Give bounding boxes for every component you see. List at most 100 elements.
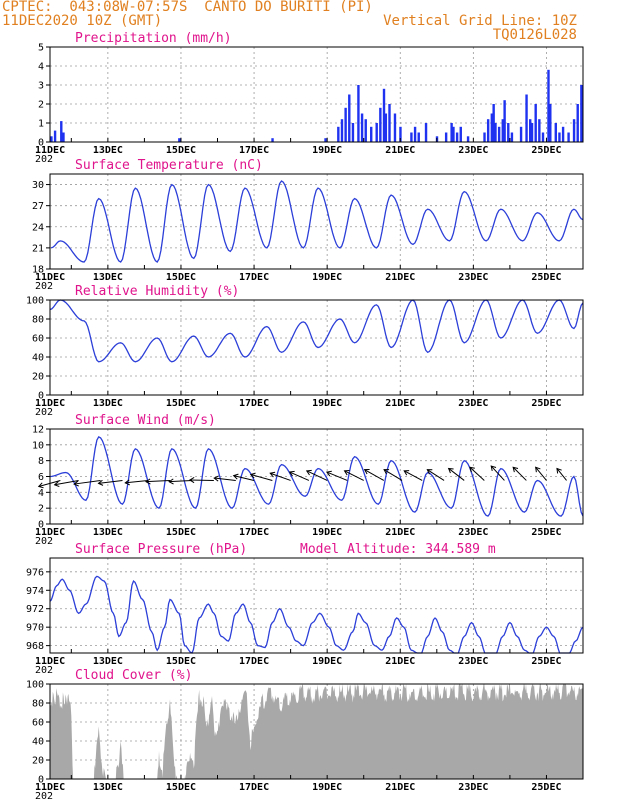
y-tick-label: 10 [32, 440, 44, 451]
precip-bar [379, 108, 381, 142]
panel-title-2: Relative Humidity (%) [75, 284, 239, 299]
x-tick-label: 25DEC [531, 782, 561, 793]
precip-bar [494, 123, 496, 142]
precip-bar [558, 133, 560, 143]
x-tick-label: 13DEC [93, 527, 123, 538]
wind-vector [169, 480, 192, 481]
wind-vector [449, 468, 465, 480]
x-year-label: 202 [35, 281, 53, 292]
x-year-label: 202 [35, 665, 53, 676]
x-tick-label: 17DEC [239, 145, 269, 156]
precip-bar [520, 127, 522, 142]
precip-bar [467, 136, 469, 142]
x-tick-label: 23DEC [458, 656, 488, 667]
y-tick-label: 12 [32, 425, 44, 436]
x-tick-label: 13DEC [93, 782, 123, 793]
precip-bar [538, 119, 540, 142]
x-tick-label: 23DEC [458, 145, 488, 156]
x-tick-label: 13DEC [93, 656, 123, 667]
y-tick-label: 976 [26, 567, 44, 578]
x-tick-label: 19DEC [312, 656, 342, 667]
y-tick-label: 1 [38, 119, 44, 130]
precip-bar [418, 133, 420, 143]
x-tick-label: 21DEC [385, 527, 415, 538]
y-tick-label: 80 [32, 699, 44, 710]
precip-bar [178, 138, 180, 142]
y-tick-label: 60 [32, 718, 44, 729]
precip-bar [542, 133, 544, 143]
precip-bar [50, 136, 52, 142]
y-tick-label: 100 [26, 680, 44, 691]
precip-bar [271, 138, 273, 142]
wind-vector [404, 471, 422, 481]
x-tick-label: 19DEC [312, 272, 342, 283]
y-tick-label: 40 [32, 353, 44, 364]
y-tick-label: 100 [26, 296, 44, 307]
x-tick-label: 25DEC [531, 398, 561, 409]
precip-bar [341, 119, 343, 142]
x-year-label: 202 [35, 154, 53, 165]
cloud-area [50, 684, 583, 779]
precip-bar [573, 119, 575, 142]
precip-bar [507, 123, 509, 142]
precip-bar [376, 123, 378, 142]
precip-bar [410, 133, 412, 143]
x-tick-label: 15DEC [166, 145, 196, 156]
precip-bar [370, 127, 372, 142]
y-tick-label: 27 [32, 201, 44, 212]
x-tick-label: 15DEC [166, 656, 196, 667]
y-tick-label: 974 [26, 586, 44, 597]
panel-frame [50, 174, 583, 269]
panel-4: Surface Pressure (hPa) Model Altitude: 34… [26, 542, 583, 676]
x-tick-label: 21DEC [385, 398, 415, 409]
precip-bar [452, 127, 454, 142]
x-tick-label: 25DEC [531, 656, 561, 667]
x-year-label: 202 [35, 536, 53, 547]
precip-bar [394, 114, 396, 143]
wind-vector [327, 472, 347, 480]
panel-title-4: Surface Pressure (hPa) [75, 542, 247, 557]
precip-bar [60, 121, 62, 142]
precip-bar [357, 85, 359, 142]
x-tick-label: 17DEC [239, 782, 269, 793]
y-tick-label: 6 [38, 472, 44, 483]
precip-bar [456, 133, 458, 143]
precip-bar [498, 127, 500, 142]
precip-bar [511, 133, 513, 143]
panel-title-0: Precipitation (mm/h) [75, 31, 232, 46]
precip-bar [414, 127, 416, 142]
precip-bar [425, 123, 427, 142]
series-line-2 [50, 300, 583, 362]
precip-bar [460, 127, 462, 142]
y-tick-label: 20 [32, 372, 44, 383]
precip-bar [62, 133, 64, 143]
precip-bar [534, 104, 536, 142]
precip-bar [487, 119, 489, 142]
precip-bar [337, 127, 339, 142]
x-tick-label: 15DEC [166, 272, 196, 283]
y-tick-label: 972 [26, 604, 44, 615]
panel-note-4: Model Altitude: 344.589 m [300, 542, 496, 557]
wind-vector [557, 468, 567, 480]
precip-bar [555, 123, 557, 142]
precip-bar [324, 138, 326, 142]
precip-bar [580, 85, 582, 142]
precip-bar [562, 127, 564, 142]
y-tick-label: 4 [38, 62, 44, 73]
precip-bar [483, 133, 485, 143]
precip-bar [445, 133, 447, 143]
precip-bar [361, 114, 363, 143]
y-tick-label: 970 [26, 623, 44, 634]
header-model-code: TQ0126L028 [493, 27, 577, 43]
y-tick-label: 24 [32, 222, 44, 233]
x-tick-label: 15DEC [166, 527, 196, 538]
precip-bar [577, 104, 579, 142]
y-tick-label: 3 [38, 81, 44, 92]
wind-vector [345, 471, 364, 481]
panel-frame [50, 300, 583, 395]
y-tick-label: 968 [26, 641, 44, 652]
